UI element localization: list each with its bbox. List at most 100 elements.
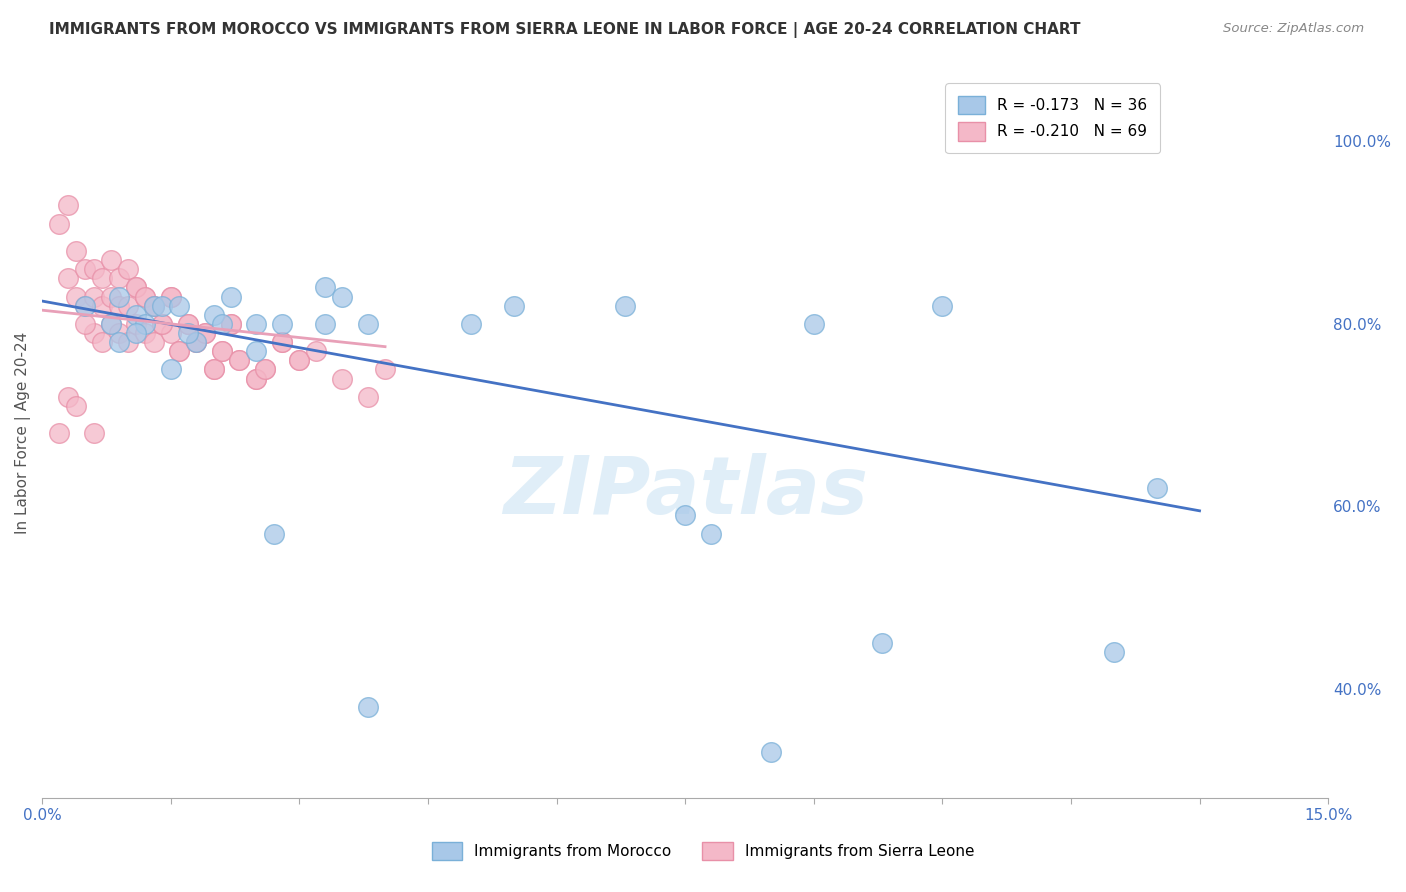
Point [91, 335, 114, 350]
Point [65, 399, 87, 413]
Point [614, 299, 637, 313]
Point [271, 335, 294, 350]
Point [159, 289, 181, 303]
Point [245, 371, 267, 385]
Point [1102, 645, 1125, 659]
Point [125, 280, 148, 294]
Point [314, 317, 336, 331]
Point [245, 344, 267, 359]
Point [271, 317, 294, 331]
Point [330, 289, 353, 303]
Point [169, 299, 191, 313]
Point [73, 299, 96, 313]
Point [186, 335, 208, 350]
Point [673, 508, 696, 523]
Point [117, 299, 139, 313]
Point [177, 317, 200, 331]
Point [330, 371, 353, 385]
Y-axis label: In Labor Force | Age 20-24: In Labor Force | Age 20-24 [15, 332, 31, 534]
Point [202, 362, 225, 376]
Point [159, 362, 181, 376]
Point [931, 299, 953, 313]
Point [117, 335, 139, 350]
Point [65, 289, 87, 303]
Point [245, 371, 267, 385]
Point [245, 317, 267, 331]
Legend: R = -0.173   N = 36, R = -0.210   N = 69: R = -0.173 N = 36, R = -0.210 N = 69 [945, 84, 1160, 153]
Legend: Immigrants from Morocco, Immigrants from Sierra Leone: Immigrants from Morocco, Immigrants from… [426, 836, 980, 866]
Point [803, 317, 825, 331]
Point [73, 299, 96, 313]
Point [219, 317, 242, 331]
Point [194, 326, 217, 340]
Point [759, 746, 782, 760]
Point [228, 353, 250, 368]
Point [108, 271, 131, 285]
Point [288, 353, 311, 368]
Text: ZIPatlas: ZIPatlas [502, 452, 868, 531]
Point [357, 390, 380, 404]
Point [100, 317, 122, 331]
Point [177, 326, 200, 340]
Point [100, 289, 122, 303]
Point [460, 317, 482, 331]
Point [83, 326, 105, 340]
Point [357, 699, 380, 714]
Point [142, 299, 165, 313]
Point [134, 317, 156, 331]
Point [91, 271, 114, 285]
Point [305, 344, 328, 359]
Point [186, 335, 208, 350]
Point [56, 390, 79, 404]
Point [169, 344, 191, 359]
Point [142, 299, 165, 313]
Point [1146, 481, 1168, 495]
Point [65, 244, 87, 258]
Point [211, 344, 233, 359]
Point [700, 526, 723, 541]
Text: IMMIGRANTS FROM MOROCCO VS IMMIGRANTS FROM SIERRA LEONE IN LABOR FORCE | AGE 20-: IMMIGRANTS FROM MOROCCO VS IMMIGRANTS FR… [49, 22, 1081, 38]
Point [159, 289, 181, 303]
Point [134, 289, 156, 303]
Point [271, 335, 294, 350]
Point [194, 326, 217, 340]
Point [73, 262, 96, 277]
Point [83, 426, 105, 441]
Point [134, 326, 156, 340]
Point [228, 353, 250, 368]
Point [56, 198, 79, 212]
Text: Source: ZipAtlas.com: Source: ZipAtlas.com [1223, 22, 1364, 36]
Point [142, 299, 165, 313]
Point [202, 308, 225, 322]
Point [142, 335, 165, 350]
Point [253, 362, 276, 376]
Point [169, 344, 191, 359]
Point [219, 317, 242, 331]
Point [83, 289, 105, 303]
Point [211, 344, 233, 359]
Point [314, 280, 336, 294]
Point [100, 317, 122, 331]
Point [150, 317, 173, 331]
Point [108, 326, 131, 340]
Point [125, 317, 148, 331]
Point [125, 326, 148, 340]
Point [134, 289, 156, 303]
Point [125, 280, 148, 294]
Point [219, 289, 242, 303]
Point [288, 353, 311, 368]
Point [374, 362, 396, 376]
Point [108, 335, 131, 350]
Point [159, 326, 181, 340]
Point [211, 317, 233, 331]
Point [91, 299, 114, 313]
Point [202, 362, 225, 376]
Point [48, 426, 70, 441]
Point [357, 317, 380, 331]
Point [125, 308, 148, 322]
Point [73, 317, 96, 331]
Point [83, 262, 105, 277]
Point [150, 317, 173, 331]
Point [108, 299, 131, 313]
Point [100, 253, 122, 268]
